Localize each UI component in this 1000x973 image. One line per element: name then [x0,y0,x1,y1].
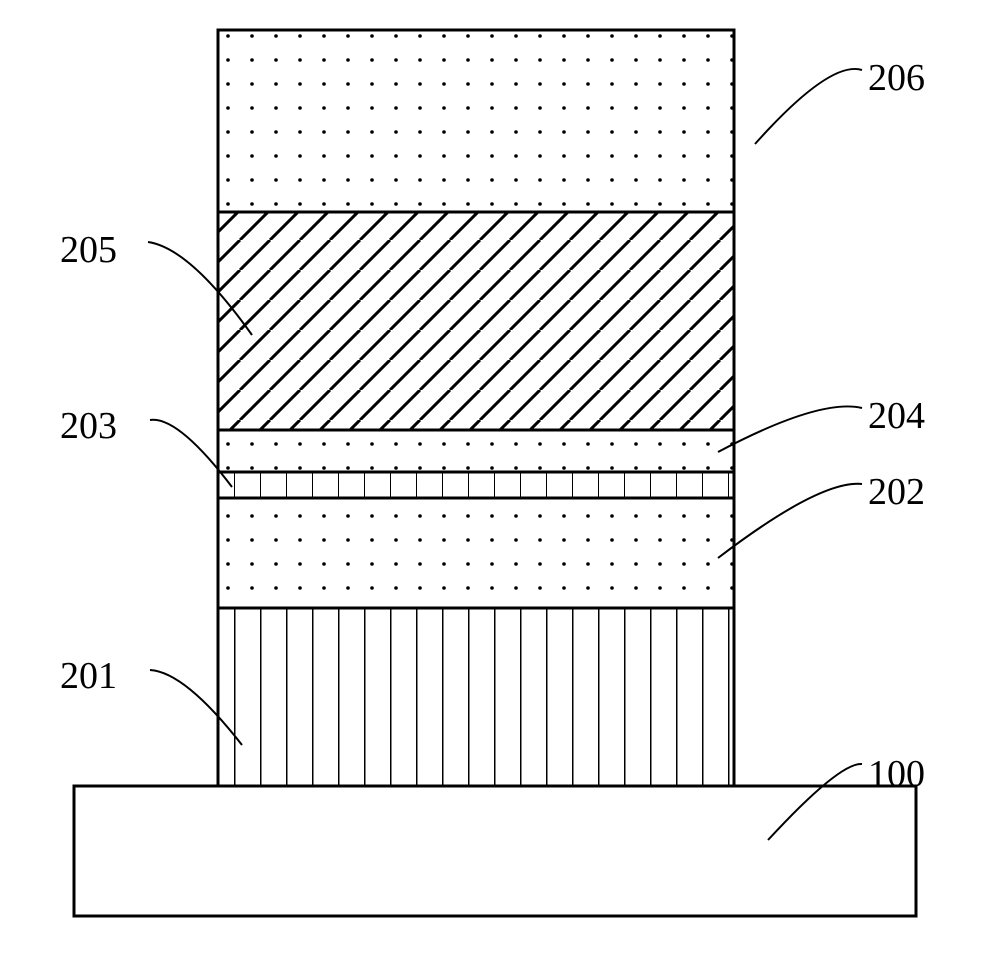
layer-206 [218,30,734,212]
leader-line [755,69,862,144]
layer-202 [218,498,734,608]
label-201: 201 [60,654,117,698]
layer-201 [218,608,734,786]
leader-line [718,484,862,558]
label-206: 206 [868,56,925,100]
label-202: 202 [868,470,925,514]
layer-203 [218,472,734,498]
label-205: 205 [60,228,117,272]
layer-204 [218,430,734,472]
label-203: 203 [60,404,117,448]
label-100: 100 [868,752,925,796]
layer-205 [218,212,734,430]
label-204: 204 [868,394,925,438]
substrate-100 [74,786,916,916]
leader-line [718,406,862,452]
